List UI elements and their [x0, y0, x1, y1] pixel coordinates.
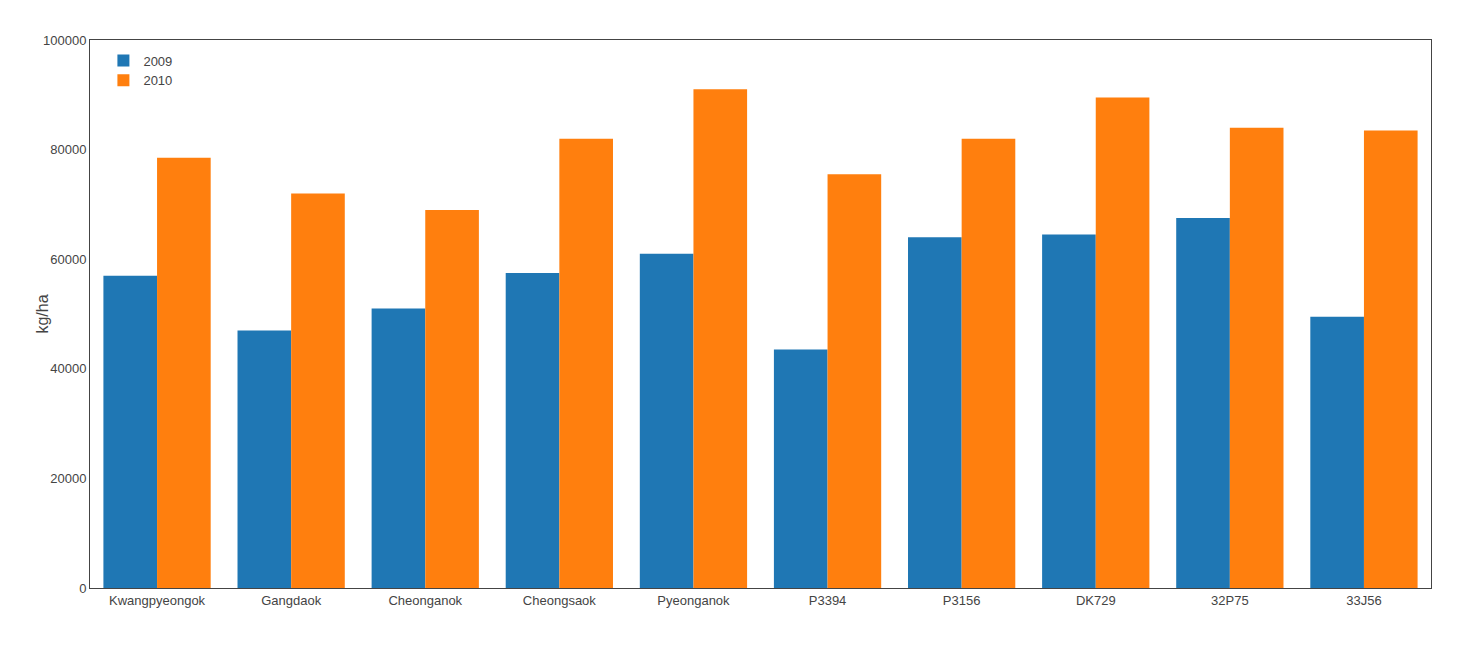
svg-text:Cheonganok: Cheonganok: [388, 593, 462, 608]
svg-text:80000: 80000: [50, 142, 86, 157]
svg-text:2010: 2010: [143, 73, 172, 88]
svg-text:32P75: 32P75: [1211, 593, 1249, 608]
svg-text:40000: 40000: [50, 361, 86, 376]
svg-text:Pyeonganok: Pyeonganok: [657, 593, 730, 608]
svg-text:P3394: P3394: [809, 593, 847, 608]
svg-text:Gangdaok: Gangdaok: [261, 593, 321, 608]
svg-text:0: 0: [79, 581, 86, 596]
svg-text:DK729: DK729: [1076, 593, 1116, 608]
svg-text:60000: 60000: [50, 252, 86, 267]
svg-text:Kwangpyeongok: Kwangpyeongok: [109, 593, 206, 608]
svg-text:20000: 20000: [50, 471, 86, 486]
svg-text:P3156: P3156: [943, 593, 981, 608]
svg-text:2009: 2009: [143, 54, 172, 69]
svg-text:Cheongsaok: Cheongsaok: [523, 593, 596, 608]
svg-text:33J56: 33J56: [1346, 593, 1381, 608]
svg-text:100000: 100000: [43, 33, 86, 48]
svg-text:kg/ha: kg/ha: [34, 294, 51, 333]
